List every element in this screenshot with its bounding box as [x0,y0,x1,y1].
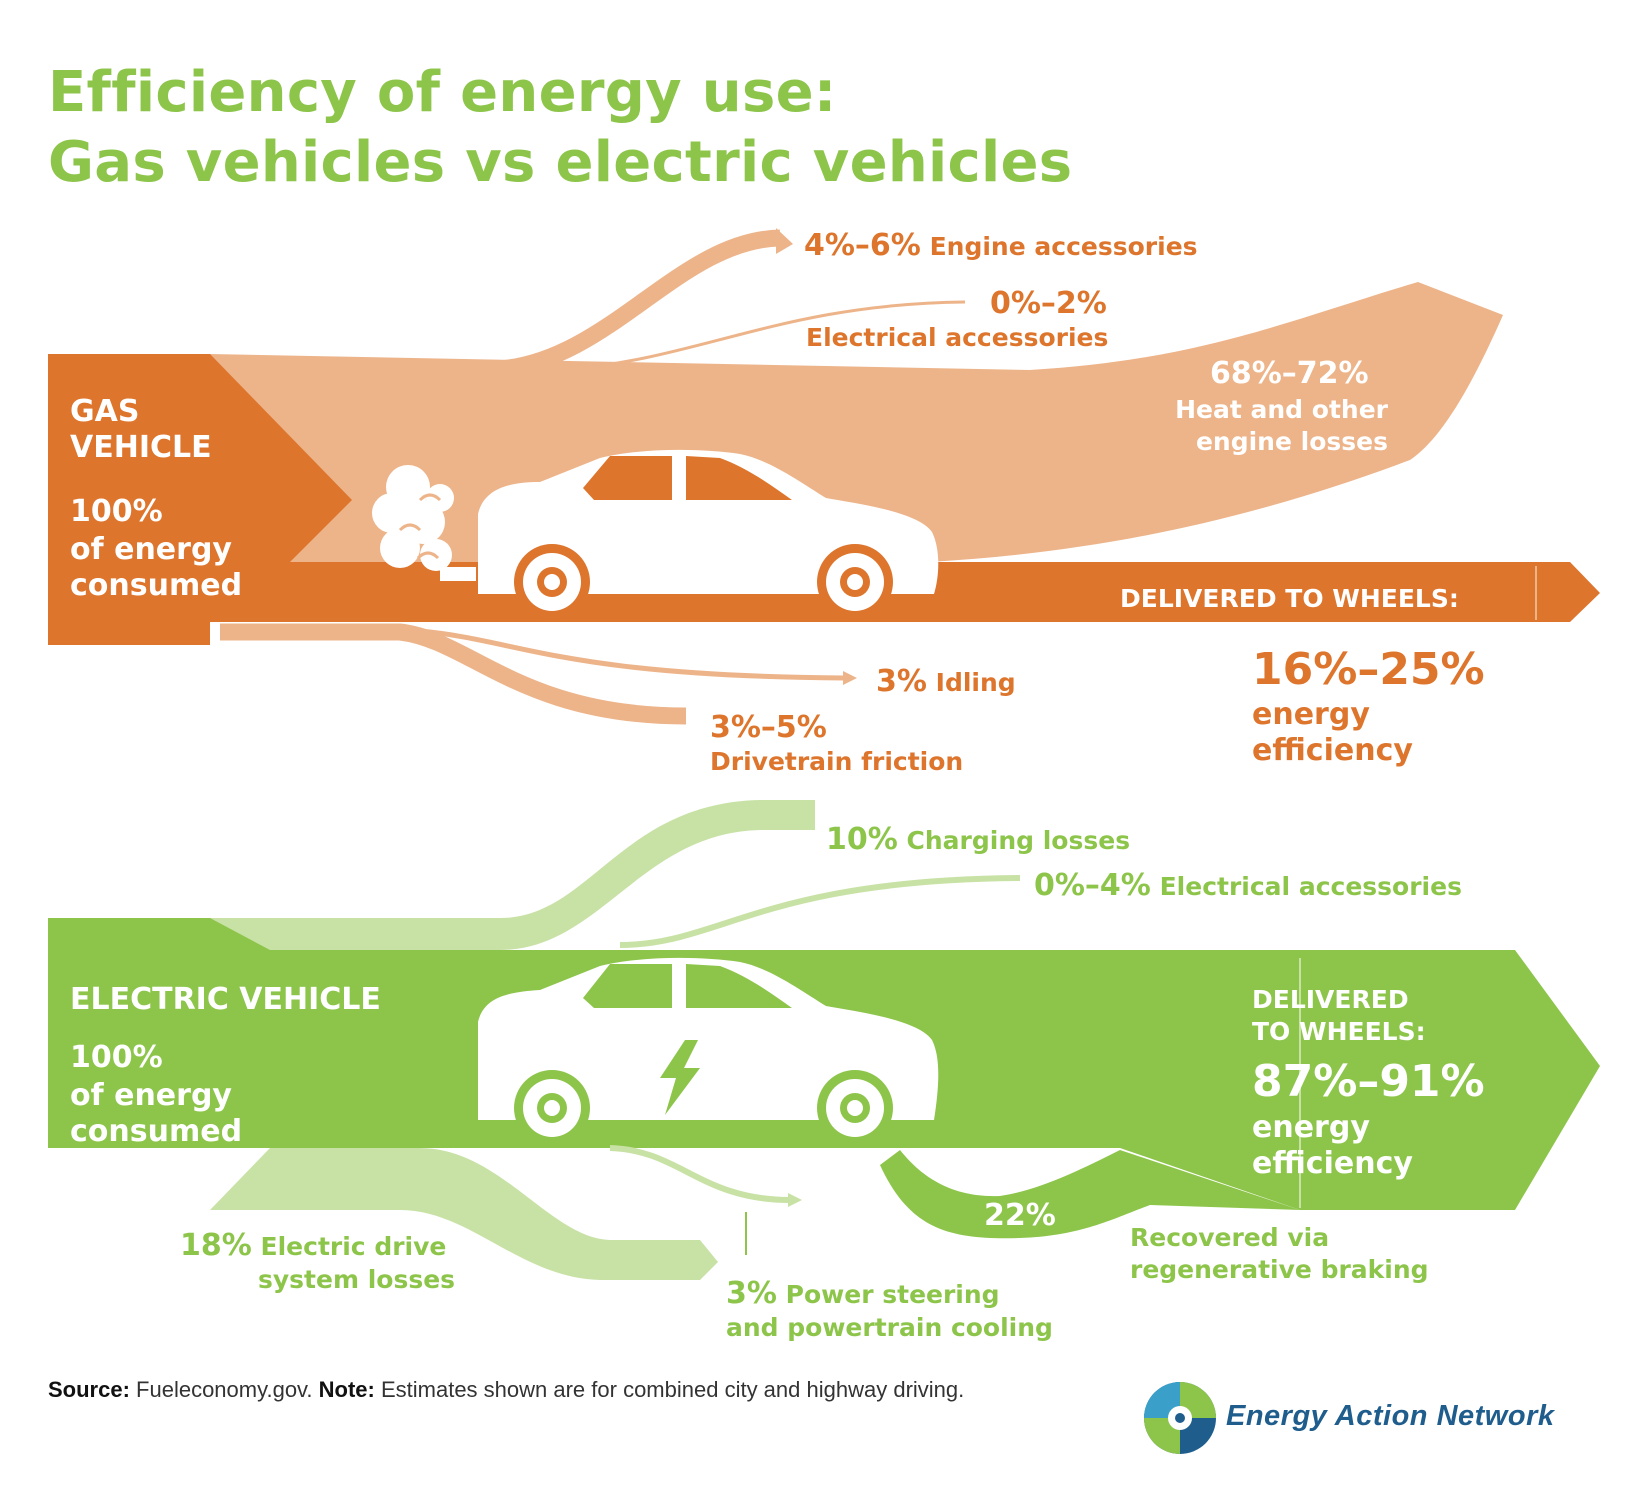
gas-vehicle-name: GAS VEHICLE [70,394,212,465]
ev-regen-gap [820,1148,1120,1200]
ev-power-steering-label: 3% Power steering and powertrain cooling [726,1276,1053,1342]
gas-engine-accessories-stream [499,229,781,378]
gas-electrical-accessories-label: Electrical accessories [806,323,1109,352]
gas-efficiency-value: 16%–25% [1252,644,1485,695]
ev-drive-system-stream [210,1148,718,1280]
ev-section [48,800,1600,1280]
energy-action-network-logo-icon [1144,1382,1216,1454]
gas-efficiency-label: energy efficiency [1252,697,1413,768]
exhaust-cloud-icon [372,465,476,581]
ev-charging-stream [210,800,815,950]
ev-charging-label: 10% Charging losses [826,822,1131,857]
ev-delivered-label: DELIVERED TO WHEELS: [1252,985,1426,1046]
ev-electrical-accessories-stream [619,875,1021,948]
gas-idling-stream [419,628,846,681]
gas-idling-arrowhead [843,671,857,685]
gas-consumed-value: 100% [70,494,163,529]
gas-idling-label: 3% Idling [876,664,1016,699]
gas-consumed-label: of energy consumed [70,532,243,603]
page-title: Efficiency of energy use: Gas vehicles v… [48,58,1072,198]
ev-electrical-accessories-label: 0%–4% Electrical accessories [1034,868,1462,903]
gas-electrical-accessories-value: 0%–2% [990,286,1107,321]
gas-drivetrain-value: 3%–5% [710,710,827,745]
ev-vehicle-name: ELECTRIC VEHICLE [70,982,381,1017]
gas-section [48,228,1600,725]
ev-consumed-label: of energy consumed [70,1078,243,1149]
title-line-2: Gas vehicles vs electric vehicles [48,130,1073,195]
source-note: Source: Fueleconomy.gov. Note: Estimates… [48,1377,965,1402]
lightning-bolt-icon [660,1040,700,1115]
gas-main-bar [48,354,1600,645]
gas-heat-losses-label: Heat and other engine losses [1175,395,1388,456]
ev-regen-loop [880,1150,1300,1239]
ev-car-icon [478,957,939,1146]
gas-heat-losses-value: 68%–72% [1210,356,1369,391]
gas-engine-accessories-arrowhead [776,228,793,254]
ev-regen-value: 22% [984,1198,1056,1233]
ev-efficiency-value: 87%–91% [1252,1056,1485,1107]
ev-regen-label: Recovered via regenerative braking [1130,1223,1429,1284]
ev-drive-system-label: 18% Electric drive system losses [180,1228,456,1294]
gas-engine-accessories-label: 4%–6% Engine accessories [804,228,1198,263]
ev-consumed-value: 100% [70,1040,163,1075]
title-line-1: Efficiency of energy use: [48,60,837,125]
gas-delivered-label: DELIVERED TO WHEELS: [1120,584,1459,613]
ev-efficiency-label: energy efficiency [1252,1110,1413,1181]
gas-drivetrain-label: Drivetrain friction [710,747,964,776]
brand-name: Energy Action Network [1226,1400,1555,1432]
gas-drivetrain-stream [220,623,687,725]
gas-car-icon [478,449,939,620]
ev-power-steering-arrowhead [788,1193,802,1207]
ev-power-steering-stream [609,1145,791,1203]
